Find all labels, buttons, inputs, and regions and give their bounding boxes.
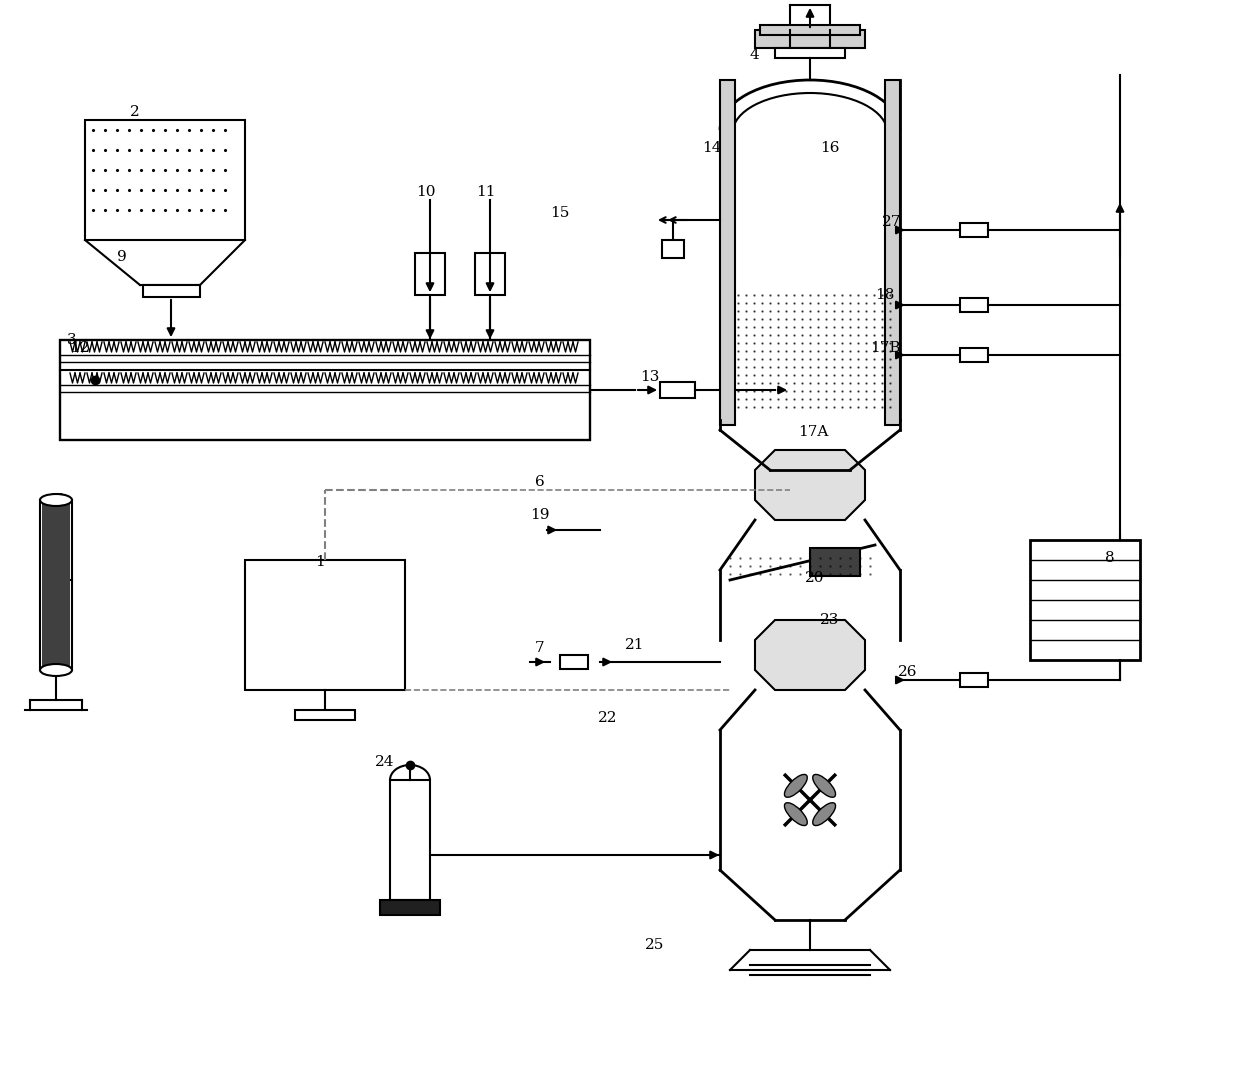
Text: 17A: 17A	[799, 425, 828, 439]
Text: 27: 27	[882, 215, 901, 229]
Bar	[810, 548, 861, 576]
Text: 19: 19	[529, 508, 549, 522]
Bar	[379, 900, 440, 915]
Bar	[86, 120, 246, 240]
Bar	[391, 780, 430, 900]
Ellipse shape	[40, 664, 72, 676]
Text: 9: 9	[117, 250, 126, 264]
Bar	[60, 340, 590, 440]
Text: 10: 10	[415, 185, 435, 199]
Ellipse shape	[785, 803, 807, 826]
Polygon shape	[755, 450, 866, 520]
Bar	[560, 655, 588, 669]
Text: 25: 25	[645, 938, 665, 952]
Bar	[295, 710, 355, 720]
Ellipse shape	[785, 774, 807, 798]
Text: 12: 12	[69, 341, 89, 355]
Text: 26: 26	[898, 665, 918, 679]
Bar	[755, 30, 866, 48]
Text: 18: 18	[875, 288, 894, 302]
Text: 4: 4	[750, 48, 760, 62]
Bar	[42, 502, 69, 668]
Text: 21: 21	[625, 637, 645, 653]
Text: 8: 8	[1105, 551, 1115, 565]
Bar	[660, 382, 694, 398]
Text: 13: 13	[640, 370, 660, 384]
Text: 16: 16	[820, 141, 839, 155]
Bar	[960, 298, 988, 312]
Text: 15: 15	[551, 206, 569, 220]
Text: 5: 5	[55, 493, 64, 507]
Text: 11: 11	[476, 185, 496, 199]
Bar	[885, 80, 900, 425]
Text: 23: 23	[820, 613, 839, 627]
Text: 2: 2	[130, 105, 140, 119]
Circle shape	[280, 607, 316, 643]
Bar	[415, 253, 445, 295]
Bar	[246, 560, 405, 690]
Text: 24: 24	[374, 755, 394, 769]
Bar	[720, 80, 735, 425]
Bar	[760, 25, 861, 35]
Bar	[960, 673, 988, 687]
Bar	[960, 223, 988, 236]
Bar	[775, 48, 844, 58]
Ellipse shape	[40, 494, 72, 506]
Text: 22: 22	[598, 711, 618, 725]
Text: 1: 1	[315, 555, 325, 569]
Text: 14: 14	[702, 141, 722, 155]
Text: 7: 7	[534, 641, 544, 655]
Polygon shape	[755, 620, 866, 690]
Ellipse shape	[812, 803, 836, 826]
Ellipse shape	[812, 774, 836, 798]
Circle shape	[334, 607, 370, 643]
Bar	[40, 500, 72, 670]
Text: 20: 20	[805, 571, 825, 585]
Bar	[143, 285, 200, 297]
Bar	[1030, 540, 1140, 660]
Bar	[960, 348, 988, 362]
Text: 17B: 17B	[870, 341, 900, 355]
Bar	[475, 253, 505, 295]
Text: 3: 3	[67, 333, 77, 347]
Text: 6: 6	[534, 475, 544, 489]
Bar	[662, 240, 684, 258]
